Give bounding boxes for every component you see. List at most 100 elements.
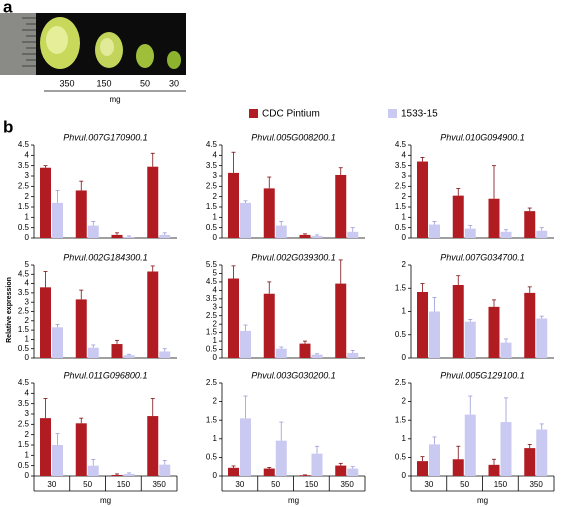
error-bar bbox=[231, 151, 236, 173]
y-tick-label: 1.5 bbox=[18, 202, 30, 211]
bar bbox=[111, 234, 123, 238]
error-bar bbox=[432, 221, 437, 225]
y-tick-label: 4.5 bbox=[18, 140, 30, 149]
bar bbox=[52, 445, 63, 476]
bar bbox=[147, 166, 159, 238]
y-tick-label: 0.5 bbox=[206, 453, 218, 462]
y-tick-label: 0 bbox=[402, 471, 407, 480]
bar bbox=[417, 161, 428, 238]
error-bar bbox=[55, 433, 60, 445]
chart-title: Phvul.010G094900.1 bbox=[440, 132, 525, 142]
y-tick-label: 1.5 bbox=[18, 325, 30, 334]
bar bbox=[536, 230, 548, 238]
error-bar bbox=[150, 398, 155, 417]
error-bar bbox=[432, 436, 437, 445]
error-bar bbox=[267, 176, 272, 189]
y-tick-label: 5 bbox=[25, 260, 30, 269]
bar bbox=[75, 299, 87, 358]
error-bar bbox=[539, 423, 544, 430]
bar bbox=[75, 190, 87, 238]
bar bbox=[87, 225, 99, 238]
y-tick-label: 2.5 bbox=[18, 181, 30, 190]
y-tick-label: 5.5 bbox=[206, 260, 218, 269]
bar bbox=[299, 475, 311, 476]
bar bbox=[500, 342, 512, 358]
legend-label: 1533-15 bbox=[401, 109, 438, 120]
y-tick-label: 0.5 bbox=[395, 330, 407, 339]
error-bar bbox=[539, 227, 544, 231]
x-tick-label: 50 bbox=[83, 480, 92, 489]
y-tick-label: 3.5 bbox=[206, 161, 218, 170]
x-tick-label: 50 bbox=[460, 480, 469, 489]
error-bar bbox=[127, 235, 131, 237]
bar bbox=[452, 195, 464, 238]
error-bar bbox=[527, 207, 532, 212]
y-tick-label: 4.5 bbox=[18, 378, 30, 387]
error-bar bbox=[150, 152, 155, 167]
y-tick-label: 0 bbox=[213, 233, 218, 242]
bar bbox=[488, 306, 500, 358]
error-bar bbox=[303, 233, 307, 235]
bar bbox=[159, 234, 171, 238]
y-tick-label: 3.5 bbox=[18, 288, 30, 297]
bar bbox=[311, 235, 323, 238]
y-tick-label: 1 bbox=[213, 434, 218, 443]
error-bar bbox=[79, 417, 84, 424]
y-tick-label: 4 bbox=[213, 150, 218, 159]
x-axis-label: mg bbox=[100, 496, 111, 505]
error-bar bbox=[91, 459, 96, 466]
y-tick-label: 1 bbox=[402, 307, 407, 316]
error-bar bbox=[267, 281, 272, 294]
y-tick-label: 2.5 bbox=[395, 181, 407, 190]
x-tick-label: 350 bbox=[529, 480, 543, 489]
bar bbox=[228, 278, 239, 358]
bar bbox=[488, 464, 500, 476]
bar bbox=[123, 236, 135, 238]
bar bbox=[488, 198, 500, 238]
error-bar bbox=[162, 348, 167, 352]
y-tick-label: 2 bbox=[402, 192, 407, 201]
error-bar bbox=[539, 315, 544, 319]
chart-title: Phvul.007G034700.1 bbox=[440, 252, 525, 262]
error-bar bbox=[115, 232, 119, 235]
bar bbox=[299, 234, 311, 238]
size-label: 30 bbox=[169, 78, 179, 88]
error-bar bbox=[420, 283, 425, 292]
y-tick-label: 1 bbox=[25, 335, 30, 344]
y-tick-label: 4.5 bbox=[206, 140, 218, 149]
y-tick-label: 3 bbox=[402, 171, 407, 180]
y-tick-label: 1.5 bbox=[206, 328, 218, 337]
bar bbox=[500, 422, 512, 476]
legend-label: CDC Pintium bbox=[262, 109, 320, 120]
bar bbox=[159, 351, 171, 358]
bar bbox=[275, 348, 287, 358]
bar bbox=[464, 228, 476, 238]
chart-title: Phvul.003G030200.1 bbox=[251, 370, 336, 380]
y-tick-label: 4 bbox=[25, 279, 30, 288]
x-tick-label: 30 bbox=[235, 480, 244, 489]
y-tick-label: 1 bbox=[25, 450, 30, 459]
y-tick-label: 1 bbox=[402, 212, 407, 221]
y-tick-label: 3 bbox=[25, 171, 30, 180]
y-tick-label: 3 bbox=[213, 302, 218, 311]
bar bbox=[452, 284, 464, 358]
y-tick-label: 3 bbox=[25, 409, 30, 418]
y-tick-label: 2 bbox=[25, 316, 30, 325]
bar bbox=[464, 321, 476, 358]
error-bar bbox=[115, 339, 119, 345]
bar bbox=[52, 327, 63, 358]
bar bbox=[417, 461, 428, 476]
y-tick-label: 1 bbox=[25, 212, 30, 221]
bar bbox=[452, 459, 464, 476]
error-bar bbox=[279, 421, 284, 441]
y-tick-label: 4 bbox=[25, 150, 30, 159]
bar bbox=[40, 418, 51, 476]
error-bar bbox=[420, 156, 425, 162]
error-bar bbox=[338, 259, 343, 284]
error-bar bbox=[43, 271, 48, 288]
bar bbox=[87, 347, 99, 358]
y-tick-label: 4.5 bbox=[206, 277, 218, 286]
x-axis-label: mg bbox=[288, 496, 299, 505]
y-tick-label: 3.5 bbox=[395, 161, 407, 170]
error-bar bbox=[456, 445, 461, 460]
